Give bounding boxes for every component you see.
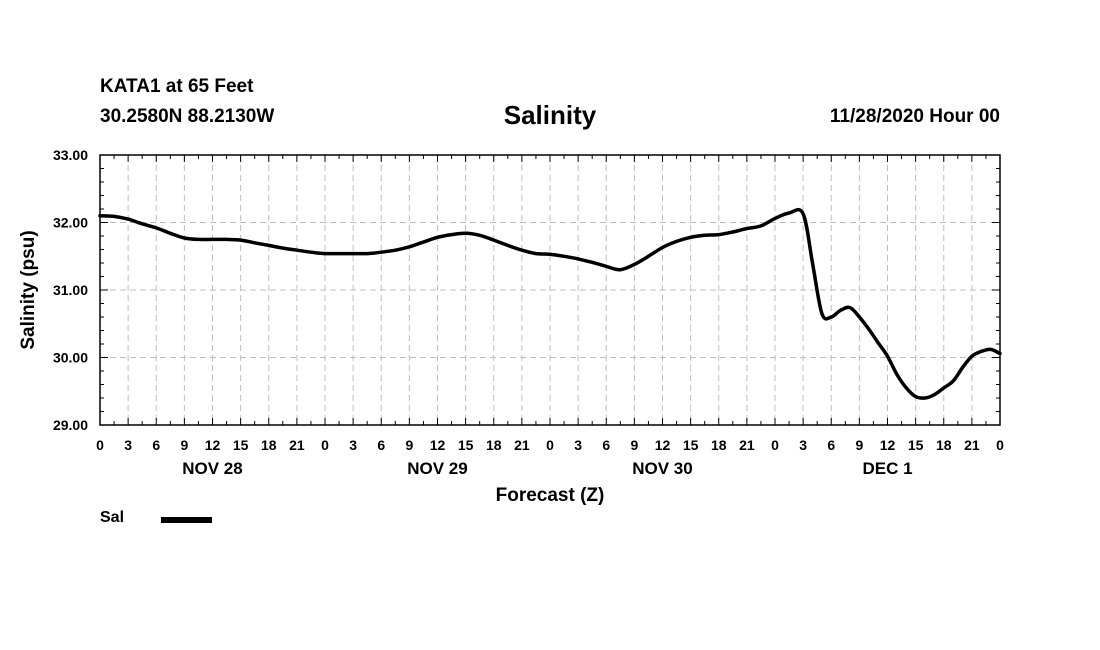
x-tick-label: 18 xyxy=(486,437,502,453)
station-name: KATA1 at 65 Feet xyxy=(100,76,254,97)
forecast-issue-time: 11/28/2020 Hour 00 xyxy=(829,106,1000,127)
x-tick-label: 6 xyxy=(377,437,385,453)
x-tick-label: 6 xyxy=(152,437,160,453)
day-label: NOV 28 xyxy=(182,459,242,478)
x-tick-label: 18 xyxy=(711,437,727,453)
station-coordinates: 30.2580N 88.2130W xyxy=(100,106,275,127)
x-tick-label: 0 xyxy=(96,437,104,453)
y-tick-label: 29.00 xyxy=(53,417,88,433)
chart-title: Salinity xyxy=(503,100,597,130)
x-tick-label: 21 xyxy=(739,437,755,453)
x-tick-label: 9 xyxy=(405,437,413,453)
x-tick-label: 21 xyxy=(964,437,980,453)
x-tick-label: 21 xyxy=(514,437,530,453)
x-tick-label: 3 xyxy=(124,437,132,453)
x-tick-label: 9 xyxy=(180,437,188,453)
day-label: DEC 1 xyxy=(862,459,912,478)
x-tick-label: 0 xyxy=(771,437,779,453)
x-tick-label: 9 xyxy=(855,437,863,453)
x-tick-label: 0 xyxy=(321,437,329,453)
x-tick-label: 0 xyxy=(546,437,554,453)
x-tick-label: 15 xyxy=(233,437,249,453)
x-tick-label: 3 xyxy=(349,437,357,453)
x-tick-label: 15 xyxy=(683,437,699,453)
x-tick-label: 0 xyxy=(996,437,1004,453)
day-label: NOV 30 xyxy=(632,459,692,478)
legend-label: Sal xyxy=(100,509,125,526)
x-tick-label: 3 xyxy=(574,437,582,453)
x-tick-label: 21 xyxy=(289,437,305,453)
x-tick-label: 18 xyxy=(936,437,952,453)
x-tick-label: 12 xyxy=(430,437,446,453)
x-tick-label: 6 xyxy=(602,437,610,453)
day-label: NOV 29 xyxy=(407,459,467,478)
x-tick-label: 9 xyxy=(630,437,638,453)
x-tick-label: 6 xyxy=(827,437,835,453)
x-tick-label: 12 xyxy=(205,437,221,453)
x-tick-label: 3 xyxy=(799,437,807,453)
x-tick-label: 12 xyxy=(880,437,896,453)
x-tick-label: 18 xyxy=(261,437,277,453)
y-tick-label: 30.00 xyxy=(53,350,88,366)
x-tick-label: 15 xyxy=(458,437,474,453)
x-axis-label: Forecast (Z) xyxy=(496,485,605,506)
x-tick-label: 15 xyxy=(908,437,924,453)
series-line-sal xyxy=(98,207,1002,400)
y-tick-label: 32.00 xyxy=(53,215,88,231)
y-axis-label: Salinity (psu) xyxy=(18,230,39,349)
y-tick-label: 31.00 xyxy=(53,282,88,298)
y-tick-label: 33.00 xyxy=(53,147,88,163)
x-tick-label: 12 xyxy=(655,437,671,453)
legend-swatch xyxy=(161,517,212,523)
